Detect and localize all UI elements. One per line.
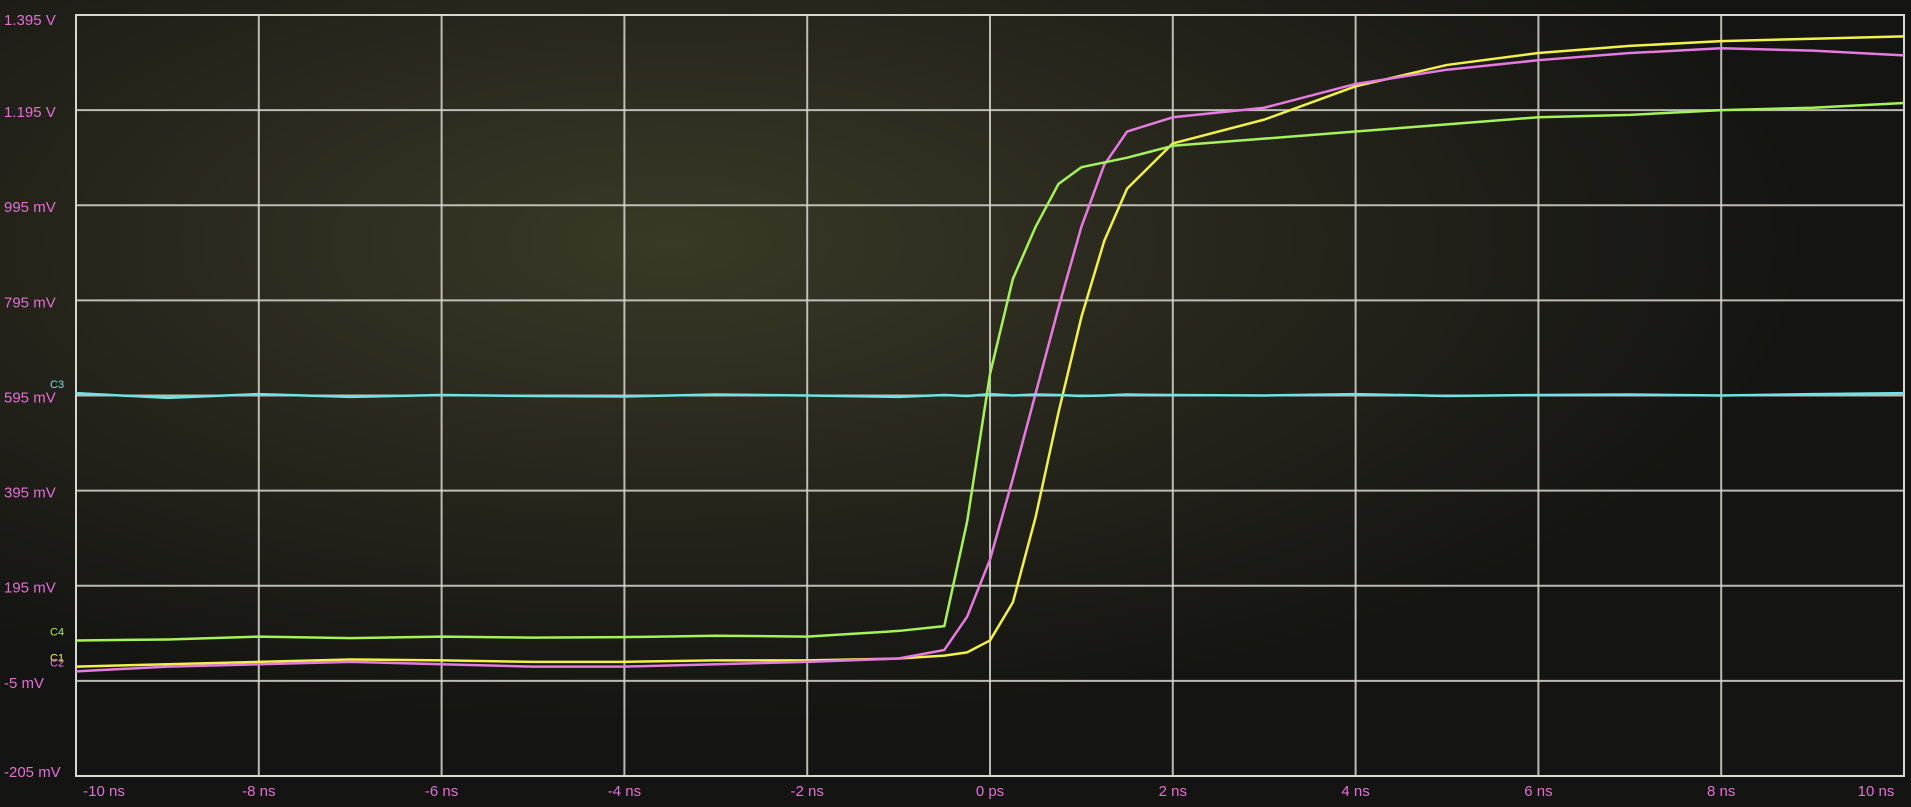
page: -205 mV -5 mV 195 mV 395 mV 595 mV 795 mV 995 … — [0, 0, 1911, 807]
x-tick-label: 4 ns — [1341, 783, 1369, 800]
x-tick-label: -6 ns — [425, 783, 458, 800]
x-tick-label: 2 ns — [1159, 783, 1187, 800]
y-tick-label: -5 mV — [4, 675, 44, 692]
y-tick-label: 1.395 V — [4, 12, 56, 29]
x-tick-label: 0 ps — [976, 783, 1004, 800]
channel-label: C4 — [50, 626, 64, 638]
y-tick-label: -205 mV — [4, 764, 61, 781]
x-tick-label: 6 ns — [1524, 783, 1552, 800]
channel-label: C2 — [50, 657, 64, 669]
channel-label: C3 — [50, 379, 64, 391]
y-tick-label: 795 mV — [4, 294, 56, 311]
scope-screen: -205 mV -5 mV 195 mV 395 mV 595 mV 795 mV 995 … — [0, 0, 1911, 807]
x-tick-label: 8 ns — [1707, 783, 1735, 800]
x-tick-label: -10 ns — [83, 783, 125, 800]
y-tick-label: 995 mV — [4, 199, 56, 216]
y-tick-label: 1.195 V — [4, 104, 56, 121]
x-tick-label: -8 ns — [242, 783, 275, 800]
y-tick-label: 595 mV — [4, 389, 56, 406]
x-tick-label: 10 ns — [1858, 783, 1895, 800]
x-tick-label: -4 ns — [608, 783, 641, 800]
y-tick-label: 195 mV — [4, 580, 56, 597]
y-tick-label: 395 mV — [4, 485, 56, 502]
x-tick-label: -2 ns — [791, 783, 824, 800]
background — [0, 0, 1911, 807]
